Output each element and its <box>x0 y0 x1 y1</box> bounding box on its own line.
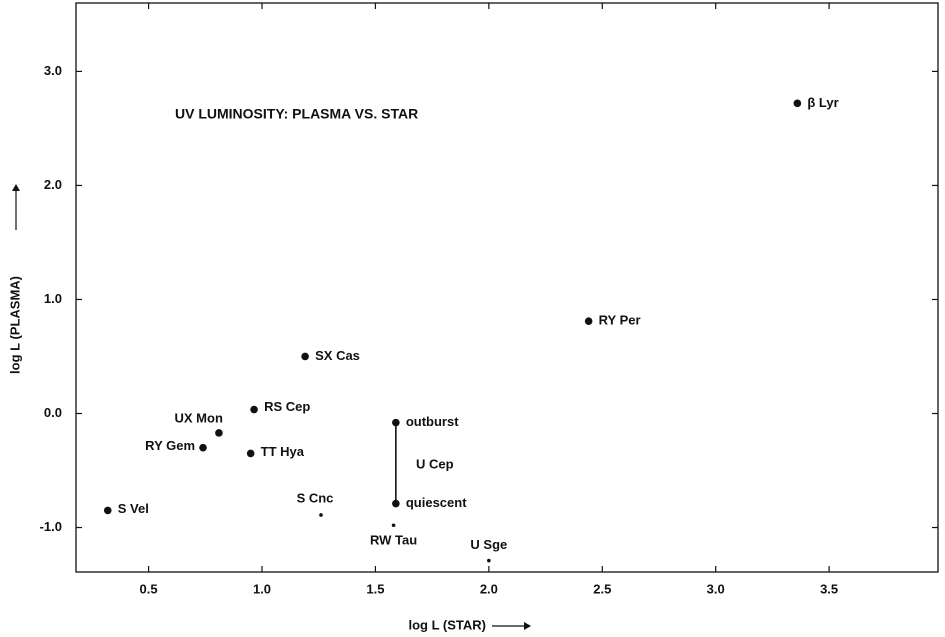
annotation: U Cep <box>416 456 454 471</box>
plot-frame <box>75 2 939 573</box>
point-label: TT Hya <box>261 444 305 459</box>
x-tick-label: 1.5 <box>366 581 384 596</box>
point-label: RS Cep <box>264 399 310 414</box>
x-tick-label: 2.0 <box>480 581 498 596</box>
point-label: RY Per <box>599 313 641 328</box>
y-tick-label: 1.0 <box>44 291 62 306</box>
chart-title: UV LUMINOSITY: PLASMA VS. STAR <box>175 106 418 122</box>
point-label: quiescent <box>406 495 467 510</box>
point <box>487 558 491 563</box>
point <box>215 429 223 437</box>
x-tick-label: 1.0 <box>253 581 271 596</box>
x-tick-label: 3.0 <box>707 581 725 596</box>
point <box>584 317 593 325</box>
point <box>199 443 207 452</box>
point <box>391 523 396 528</box>
point <box>793 99 802 108</box>
point <box>301 352 309 361</box>
x-axis-label: log L (STAR) <box>408 617 486 632</box>
y-tick-label: 2.0 <box>44 177 62 192</box>
point <box>246 449 255 458</box>
point <box>103 506 112 515</box>
point-label: S Vel <box>118 501 149 516</box>
point-label: β Lyr <box>807 95 838 110</box>
point <box>250 405 258 414</box>
point-label: outburst <box>406 414 459 429</box>
y-axis-arrow-head <box>12 184 20 191</box>
y-tick-label: 0.0 <box>44 405 62 420</box>
x-axis-arrow-head <box>524 622 531 630</box>
y-tick-label: 3.0 <box>44 63 62 78</box>
x-tick-label: 3.5 <box>820 581 838 596</box>
point-label: S Cnc <box>297 490 334 505</box>
point-label: RY Gem <box>145 438 195 453</box>
y-tick-label: -1.0 <box>40 519 62 534</box>
point-label: U Sge <box>470 537 507 552</box>
point <box>392 499 400 508</box>
x-tick-label: 0.5 <box>140 581 158 596</box>
point-label: SX Cas <box>315 348 360 363</box>
point <box>319 513 323 517</box>
point <box>392 418 400 427</box>
y-axis-label: log L (PLASMA) <box>7 276 22 374</box>
point-label: RW Tau <box>370 533 417 548</box>
point-label: UX Mon <box>175 410 223 425</box>
x-tick-label: 2.5 <box>593 581 611 596</box>
